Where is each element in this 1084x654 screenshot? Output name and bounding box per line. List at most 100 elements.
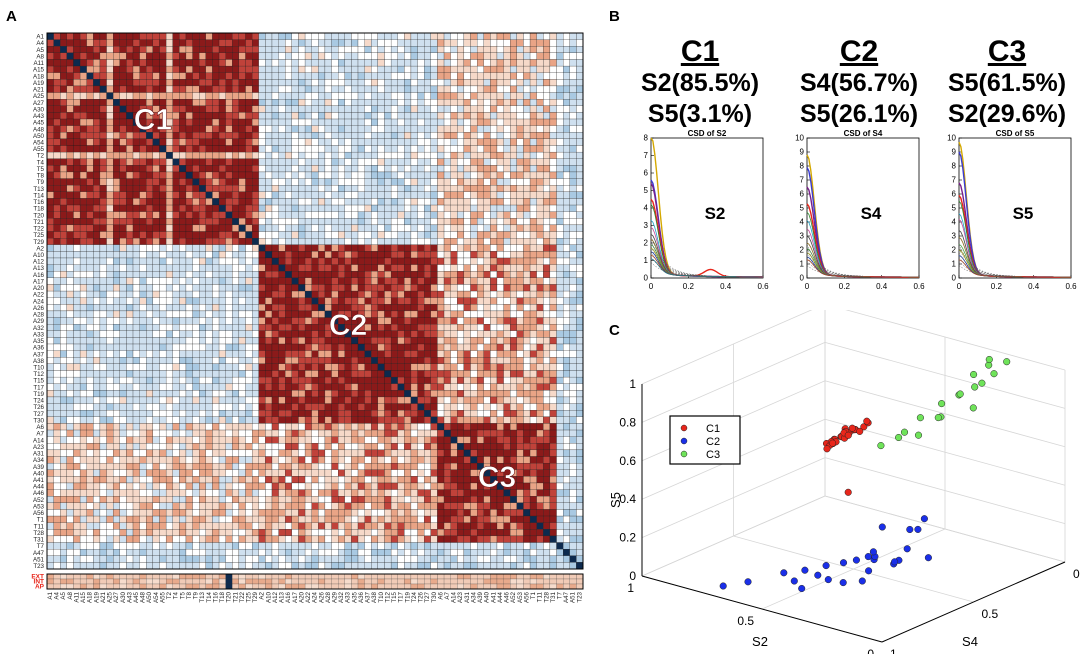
heatmap-cell — [371, 171, 378, 179]
heatmap-cell — [93, 264, 101, 272]
heatmap-cell — [304, 191, 312, 199]
heatmap-cell — [410, 271, 418, 278]
heatmap-cell — [258, 198, 266, 206]
heatmap-cell — [245, 330, 253, 338]
heatmap-cell — [73, 178, 81, 186]
heatmap-cell — [218, 257, 226, 265]
heatmap-cell — [258, 99, 266, 106]
heatmap-cell — [126, 52, 134, 60]
heatmap-cell — [417, 105, 425, 113]
heatmap-cell — [278, 99, 286, 106]
heatmap-cell — [113, 390, 120, 398]
heatmap-cell — [291, 204, 299, 212]
heatmap-cell — [232, 171, 240, 179]
heatmap-cell — [483, 112, 491, 120]
heatmap-cell — [86, 257, 94, 265]
heatmap-cell — [543, 264, 551, 272]
heatmap-cell — [476, 370, 484, 378]
heatmap-cell — [298, 251, 306, 259]
heatmap-cell — [311, 158, 319, 166]
heatmap-cell — [99, 363, 107, 371]
heatmap-cell — [93, 224, 101, 232]
heatmap-cell — [536, 376, 544, 384]
heatmap-cell — [404, 264, 412, 272]
heatmap-cell — [351, 363, 359, 371]
heatmap-cell — [265, 72, 273, 80]
heatmap-cell — [106, 251, 114, 259]
heatmap-cell — [86, 145, 94, 153]
heatmap-cell — [503, 330, 511, 338]
heatmap-cell — [417, 357, 425, 364]
heatmap-cell — [443, 429, 451, 437]
heatmap-cell — [549, 125, 557, 133]
heatmap-cell — [278, 271, 286, 278]
heatmap-cell — [397, 284, 405, 292]
heatmap-cell — [338, 39, 345, 47]
heatmap-cell — [265, 178, 273, 186]
heatmap-cell — [556, 32, 564, 40]
heatmap-cell — [238, 105, 246, 113]
heatmap-cell — [245, 264, 253, 272]
heatmap-cell — [549, 138, 557, 146]
heatmap-cell — [225, 204, 233, 212]
heatmap-cell — [185, 277, 193, 285]
heatmap-cell — [245, 185, 253, 192]
heatmap-cell — [192, 271, 200, 278]
heatmap-cell — [563, 145, 570, 153]
heatmap-cell — [364, 85, 372, 93]
heatmap-cell — [165, 138, 173, 146]
heatmap-cell — [79, 390, 87, 398]
heatmap-cell — [410, 390, 418, 398]
heatmap-cell — [252, 165, 259, 173]
heatmap-cell — [132, 429, 140, 437]
heatmap-cell — [529, 317, 537, 325]
heatmap-cell — [232, 132, 240, 140]
heatmap-cell — [463, 277, 471, 285]
heatmap-cell — [357, 59, 365, 67]
heatmap-cell — [53, 271, 61, 278]
heatmap-cell — [113, 251, 120, 259]
heatmap-cell — [510, 383, 517, 391]
heatmap-cell — [205, 132, 213, 140]
heatmap-cell — [331, 410, 339, 417]
heatmap-cell — [424, 271, 431, 278]
heatmap-cell — [139, 138, 147, 146]
heatmap-cell — [331, 363, 339, 371]
heatmap-cell — [457, 138, 465, 146]
heatmap-cell — [291, 151, 299, 159]
heatmap-cell — [556, 363, 564, 371]
heatmap-cell — [139, 178, 147, 186]
heatmap-cell — [338, 429, 345, 437]
heatmap-cell — [410, 138, 418, 146]
heatmap-cell — [344, 32, 352, 40]
heatmap-cell — [384, 46, 392, 53]
heatmap-cell — [377, 251, 385, 259]
heatmap-cell — [99, 132, 107, 140]
heatmap-cell — [265, 403, 273, 411]
heatmap-cell — [212, 211, 220, 219]
heatmap-cell — [119, 138, 127, 146]
heatmap-cell — [516, 337, 524, 345]
heatmap-cell — [265, 138, 273, 146]
heatmap-cell — [218, 290, 226, 298]
heatmap-cell — [73, 125, 81, 133]
heatmap-cell — [285, 337, 292, 345]
heatmap-cell — [79, 178, 87, 186]
heatmap-cell — [510, 271, 517, 278]
heatmap-cell — [159, 171, 167, 179]
heatmap-cell — [245, 218, 253, 226]
heatmap-cell — [46, 343, 54, 351]
heatmap-cell — [338, 198, 345, 206]
heatmap-cell — [258, 224, 266, 232]
heatmap-cell — [93, 337, 101, 345]
heatmap-cell — [457, 46, 465, 53]
heatmap-cell — [271, 423, 279, 431]
heatmap-cell — [212, 436, 220, 444]
heatmap-cell — [556, 410, 564, 417]
heatmap-cell — [245, 436, 253, 444]
heatmap-cell — [443, 390, 451, 398]
heatmap-cell — [271, 357, 279, 364]
heatmap-cell — [463, 244, 471, 252]
heatmap-cell — [99, 79, 107, 87]
heatmap-cell — [510, 403, 517, 411]
